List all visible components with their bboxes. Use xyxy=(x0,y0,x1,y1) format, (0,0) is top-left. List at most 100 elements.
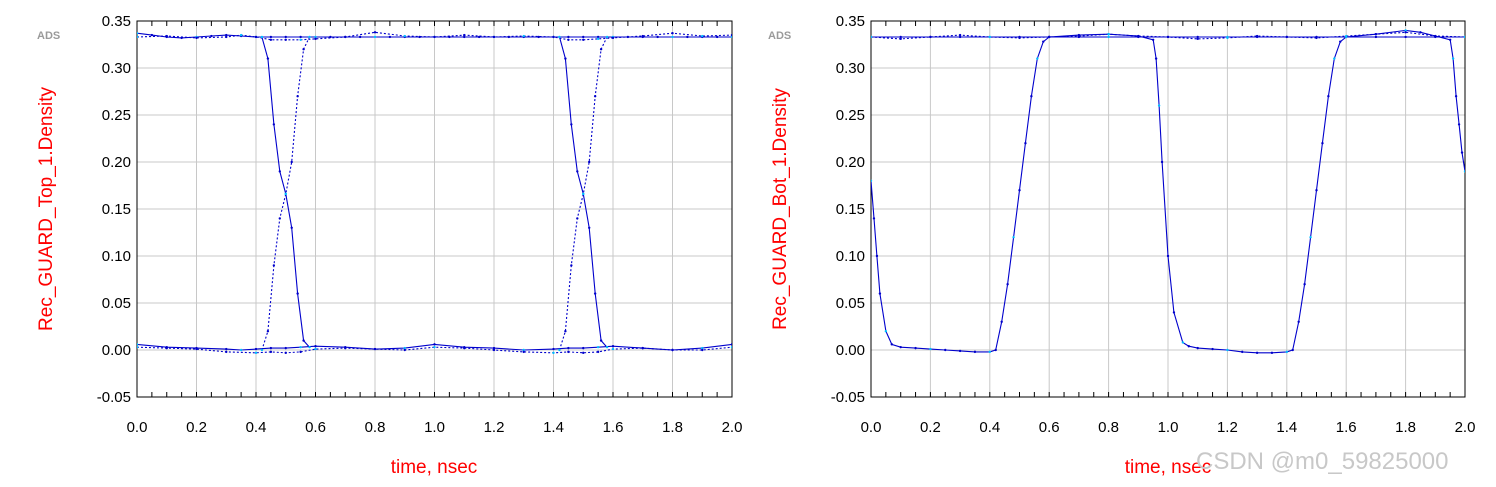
data-point xyxy=(225,35,228,39)
data-point xyxy=(1463,35,1465,39)
data-point xyxy=(871,179,873,182)
data-point xyxy=(1404,31,1407,34)
data-point xyxy=(239,33,243,37)
y-tick-label: 0.35 xyxy=(102,13,131,30)
data-point xyxy=(1374,35,1378,39)
data-point xyxy=(605,35,609,39)
x-tick-label: 2.0 xyxy=(1455,419,1476,436)
data-point xyxy=(1006,283,1009,286)
x-minor-ticks xyxy=(136,21,733,397)
data-point xyxy=(1107,35,1110,39)
data-point xyxy=(899,37,902,41)
data-point xyxy=(296,292,299,295)
y-tick-label: 0.05 xyxy=(102,295,131,312)
data-point xyxy=(914,346,917,350)
data-point xyxy=(958,349,962,353)
y-tick-label: 0.20 xyxy=(836,154,865,171)
data-point xyxy=(1048,35,1051,39)
data-point xyxy=(686,35,689,39)
data-point xyxy=(611,345,615,348)
data-point xyxy=(284,351,287,355)
data-point xyxy=(1454,95,1458,98)
data-point xyxy=(1255,35,1259,39)
data-point xyxy=(302,48,305,51)
data-point xyxy=(433,35,436,39)
data-point xyxy=(701,348,704,352)
data-point xyxy=(373,347,377,351)
data-point xyxy=(314,37,317,41)
data-point xyxy=(1404,29,1407,32)
data-point xyxy=(266,330,270,333)
x-tick-label: 1.0 xyxy=(1158,419,1179,436)
data-point xyxy=(388,35,392,39)
x-axis-label: time, nsec xyxy=(1125,457,1212,478)
data-point xyxy=(958,33,962,37)
data-point xyxy=(314,347,317,351)
y-tick-label: 0.00 xyxy=(836,342,865,359)
data-point xyxy=(358,35,362,39)
data-point xyxy=(730,35,732,39)
data-point xyxy=(239,348,243,352)
x-tick-label: 1.4 xyxy=(1276,419,1297,436)
data-point xyxy=(1137,35,1140,39)
data-point xyxy=(302,339,305,342)
data-point xyxy=(994,348,997,352)
data-point xyxy=(671,32,674,35)
data-point xyxy=(576,170,579,173)
data-point xyxy=(1226,35,1229,39)
data-point xyxy=(290,160,293,164)
data-point xyxy=(1339,40,1342,43)
data-point xyxy=(522,350,525,354)
data-point xyxy=(492,348,496,352)
data-point xyxy=(272,123,276,126)
data-point xyxy=(593,95,597,98)
data-point xyxy=(1285,350,1289,354)
data-point xyxy=(611,347,615,351)
data-point xyxy=(1196,346,1199,350)
data-point xyxy=(284,192,287,196)
data-point xyxy=(599,339,603,342)
data-point xyxy=(567,38,570,41)
data-point xyxy=(596,37,600,41)
data-point xyxy=(878,292,882,295)
x-tick-label: 1.4 xyxy=(543,419,564,436)
data-point xyxy=(701,346,704,350)
data-point xyxy=(373,35,377,39)
data-point xyxy=(165,346,168,350)
y-tick-label: 0.10 xyxy=(102,248,131,265)
data-point xyxy=(1012,236,1015,239)
data-point xyxy=(269,38,273,41)
data-point xyxy=(1255,351,1259,355)
data-point xyxy=(299,345,302,349)
x-tick-label: 1.2 xyxy=(1217,419,1238,436)
data-point xyxy=(1374,32,1378,36)
series-line xyxy=(558,36,608,351)
series-line xyxy=(261,36,310,351)
x-tick-label: 2.0 xyxy=(722,419,743,436)
y-axis-label: Rec_GUARD_Bot_1.Density xyxy=(770,88,791,330)
data-point xyxy=(137,35,139,39)
data-point xyxy=(537,35,540,39)
y-tick-label: 0.35 xyxy=(836,13,865,30)
data-point xyxy=(1241,350,1244,354)
chart-panel-1: 0.0 0.2 0.4 0.6 0.8 1.0 1.2 1.4 1.6 1.8 2.0 -0.05 0.… xyxy=(36,13,742,478)
data-point xyxy=(284,35,287,39)
y-tick-label: 0.05 xyxy=(836,295,865,312)
data-point xyxy=(373,31,377,34)
data-point xyxy=(1463,170,1465,173)
traces xyxy=(871,29,1465,355)
data-point xyxy=(656,35,659,39)
y-tick-label: 0.15 xyxy=(836,201,865,218)
data-point xyxy=(641,34,644,38)
x-tick-label: 0.8 xyxy=(1098,419,1119,436)
x-tick-label: 0.6 xyxy=(305,419,326,436)
data-point xyxy=(1211,347,1214,351)
x-tick-label: 0.2 xyxy=(920,419,941,436)
data-point xyxy=(576,217,579,220)
data-point xyxy=(403,346,406,350)
x-tick-label: 1.2 xyxy=(484,419,505,436)
data-point xyxy=(552,351,555,355)
data-point xyxy=(929,35,932,39)
data-point xyxy=(1297,320,1300,323)
data-point xyxy=(582,35,585,39)
